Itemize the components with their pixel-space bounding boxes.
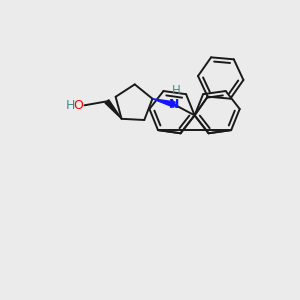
Text: N: N: [169, 98, 180, 111]
Text: H: H: [66, 99, 76, 112]
Text: H: H: [172, 84, 181, 97]
Polygon shape: [152, 99, 175, 107]
Text: O: O: [74, 99, 83, 112]
Polygon shape: [105, 100, 122, 119]
